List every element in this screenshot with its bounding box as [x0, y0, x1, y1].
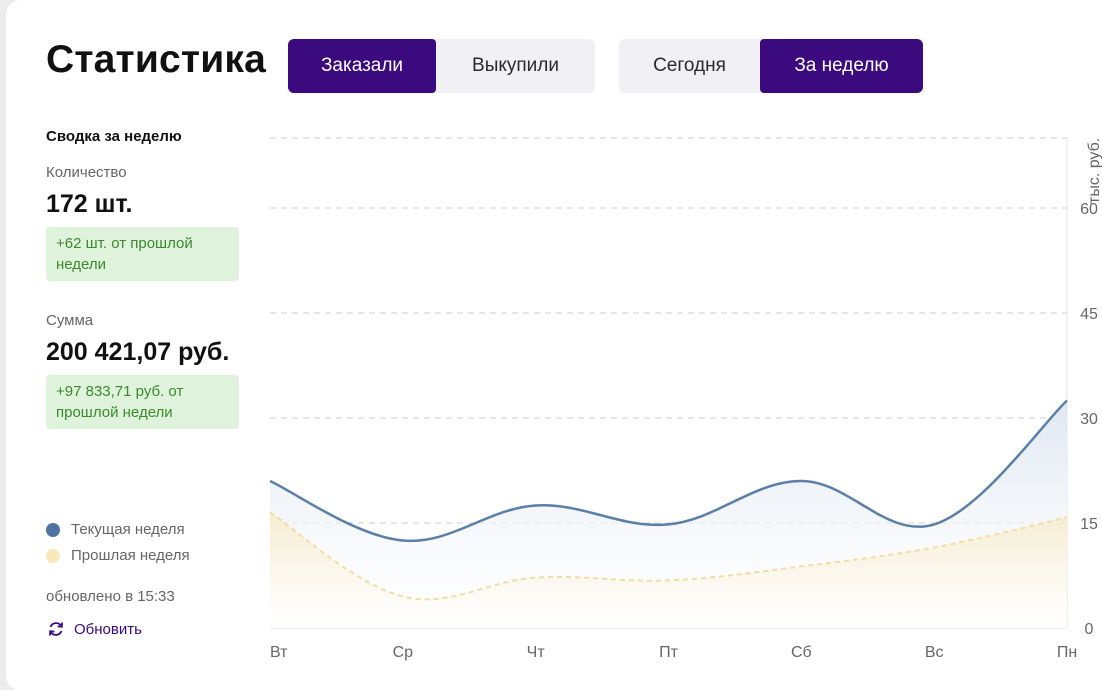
previous-week-line — [269, 511, 1068, 601]
refresh-label: Обновить — [74, 620, 142, 638]
sum-label: Сумма — [46, 312, 94, 329]
legend-previous-label: Прошлая неделя — [71, 547, 190, 564]
legend-previous: Прошлая неделя — [46, 547, 190, 564]
ordered-tab[interactable]: Заказали — [288, 39, 436, 93]
x-tick-label: Вс — [925, 644, 944, 661]
current-week-line — [269, 399, 1068, 543]
x-tick-label: Пн — [1057, 644, 1077, 661]
bought-out-tab[interactable]: Выкупили — [436, 39, 595, 93]
y-tick-label: 60 — [1080, 201, 1098, 218]
series-lines — [269, 399, 1068, 601]
updated-timestamp: обновлено в 15:33 — [46, 588, 175, 605]
x-tick-label: Чт — [527, 644, 546, 661]
y-tick-label: 45 — [1080, 306, 1098, 323]
series-areas — [270, 400, 1067, 628]
legend-current-label: Текущая неделя — [71, 521, 185, 538]
page-title: Статистика — [46, 38, 267, 81]
sum-value: 200 421,07 руб. — [46, 338, 230, 366]
current-week-dot-icon — [46, 522, 60, 537]
refresh-button[interactable]: Обновить — [46, 619, 142, 639]
quantity-delta-badge: +62 шт. от прошлой недели — [46, 227, 239, 281]
y-tick-label: 0 — [1085, 621, 1094, 638]
summary-heading: Сводка за неделю — [46, 128, 182, 145]
sales-area-chart: 0 15 30 45 60 Вт Ср Чт Пт Сб Вс Пн тыс. руб. — [269, 137, 1102, 661]
legend-current: Текущая неделя — [46, 521, 185, 538]
refresh-icon — [49, 622, 63, 636]
x-tick-label: Сб — [791, 644, 812, 661]
previous-week-area — [270, 512, 1067, 628]
sum-delta-badge: +97 833,71 руб. от прошлой недели — [46, 375, 239, 429]
y-tick-label: 30 — [1080, 411, 1098, 428]
week-tab[interactable]: За неделю — [760, 39, 923, 93]
y-axis-label: тыс. руб. — [1086, 138, 1102, 204]
x-axis-ticks: Вт Ср Чт Пт Сб Вс Пн — [270, 644, 1077, 661]
period-toggle: Сегодня За неделю — [619, 39, 923, 93]
x-tick-label: Ср — [393, 644, 414, 661]
quantity-label: Количество — [46, 164, 127, 181]
y-tick-label: 15 — [1080, 516, 1098, 533]
x-tick-label: Пт — [659, 644, 679, 661]
today-tab[interactable]: Сегодня — [619, 39, 760, 93]
previous-week-dot-icon — [46, 548, 60, 563]
x-tick-label: Вт — [270, 644, 288, 661]
quantity-value: 172 шт. — [46, 190, 133, 218]
metric-toggle: Заказали Выкупили — [288, 39, 595, 93]
y-axis-ticks: 0 15 30 45 60 — [1080, 201, 1098, 638]
